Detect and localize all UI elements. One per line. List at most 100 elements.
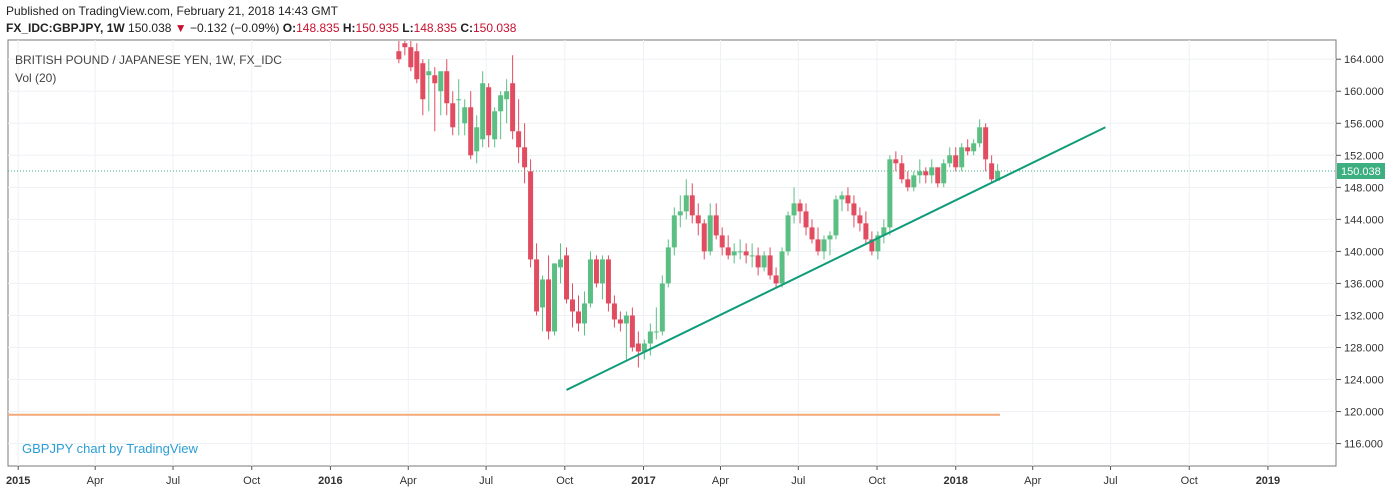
plot-area — [7, 39, 1337, 467]
candle-body — [504, 91, 510, 100]
candle-body — [414, 51, 420, 80]
chart-header: Published on TradingView.com, February 2… — [6, 3, 516, 37]
open-label: O: — [282, 21, 297, 35]
candles — [396, 41, 1001, 368]
candle-body — [893, 159, 899, 164]
candle-body — [851, 203, 857, 216]
x-axis: 2015 Apr Jul Oct 2016 Apr Jul Oct 2017 Apr Jul Oct 2… — [6, 466, 1280, 487]
candle-body — [599, 259, 605, 284]
candle-body — [833, 199, 839, 236]
price-change: −0.132 (−0.09%) — [190, 21, 280, 35]
candle-body — [534, 259, 540, 312]
x-tick-label: Apr — [1024, 475, 1041, 487]
candle-body — [492, 111, 498, 140]
candle-body — [581, 303, 587, 324]
candle-body — [683, 195, 689, 212]
open-value: 148.835 — [296, 21, 340, 35]
candle-body — [749, 255, 755, 257]
candle-body — [432, 75, 438, 84]
watermark-link[interactable]: GBPJPY chart by TradingView — [22, 441, 198, 456]
y-tick-label: 116.000 — [1344, 439, 1383, 451]
y-tick-label: 128.000 — [1344, 342, 1384, 354]
x-tick-label: Jul — [1104, 475, 1118, 487]
candle-body — [480, 83, 486, 140]
indicator-label[interactable]: Vol (20) — [15, 71, 57, 85]
x-tick-label: Jul — [791, 475, 805, 487]
candle-body — [575, 311, 581, 324]
candle-body — [863, 223, 869, 240]
x-tick-label: 2019 — [1256, 475, 1280, 487]
candle-body — [737, 251, 743, 253]
candle-body — [605, 259, 611, 304]
candle-body — [779, 251, 785, 284]
candle-body — [977, 127, 983, 144]
candle-body — [516, 131, 522, 148]
candle-body — [911, 175, 917, 188]
candle-body — [635, 343, 641, 352]
candle-body — [761, 255, 767, 268]
candle-body — [713, 215, 719, 236]
candle-body — [647, 331, 653, 344]
candle-body — [719, 235, 725, 248]
candle-body — [983, 127, 989, 160]
candle-body — [995, 171, 1001, 181]
price-badge — [1337, 163, 1385, 180]
candle-body — [444, 71, 450, 104]
candle-body — [677, 211, 683, 216]
candle-body — [959, 147, 965, 168]
candle-body — [899, 163, 905, 180]
y-axis: 116.000 120.000 124.000 128.000 132.000 136.0… — [1336, 54, 1385, 451]
candle-body — [953, 155, 959, 168]
candle-body — [845, 195, 851, 204]
candle-body — [785, 215, 791, 252]
candle-body — [707, 215, 713, 252]
candle-body — [564, 255, 570, 300]
x-tick-label: Oct — [243, 475, 260, 487]
y-tick-label: 148.000 — [1344, 182, 1384, 194]
series-title: BRITISH POUND / JAPANESE YEN, 1W, FX_IDC — [15, 53, 282, 67]
candle-body — [797, 203, 803, 212]
candle-body — [839, 195, 845, 200]
x-tick-label: Oct — [1181, 475, 1198, 487]
x-tick-label: 2018 — [943, 475, 967, 487]
symbol-label: FX_IDC:GBPJPY, 1W — [6, 21, 125, 35]
candle-body — [695, 215, 701, 224]
y-tick-label: 132.000 — [1344, 310, 1384, 322]
candle-body — [827, 235, 833, 240]
candle-body — [989, 163, 995, 180]
candle-body — [629, 315, 635, 348]
y-tick-label: 120.000 — [1344, 407, 1384, 419]
candle-body — [552, 263, 558, 332]
candle-body — [468, 107, 474, 156]
candle-body — [498, 95, 504, 112]
candle-body — [971, 143, 977, 152]
x-tick-label: Oct — [556, 475, 573, 487]
candle-body — [587, 259, 593, 304]
candle-body — [558, 259, 564, 268]
x-tick-label: 2015 — [6, 475, 30, 487]
candle-body — [923, 171, 929, 176]
candle-body — [857, 215, 863, 224]
y-tick-label: 124.000 — [1344, 375, 1384, 387]
low-label: L: — [402, 21, 414, 35]
candle-body — [935, 167, 941, 184]
candle-body — [540, 279, 546, 308]
candle-body — [875, 235, 881, 252]
candle-body — [611, 303, 617, 320]
x-tick-label: Jul — [166, 475, 180, 487]
candle-body — [438, 71, 444, 92]
y-tick-label: 136.000 — [1344, 278, 1384, 290]
grid-lines — [8, 40, 1336, 466]
candle-body — [881, 227, 887, 236]
y-tick-label: 164.000 — [1344, 54, 1384, 66]
y-tick-label: 140.000 — [1344, 246, 1384, 258]
ohlc-line: FX_IDC:GBPJPY, 1W 150.038 ▼ −0.132 (−0.0… — [6, 20, 516, 37]
candle-body — [593, 259, 599, 284]
candle-body — [522, 147, 528, 168]
candle-body — [809, 227, 815, 240]
candle-body — [510, 83, 516, 132]
candle-body — [869, 239, 875, 252]
down-arrow-icon: ▼ — [174, 21, 187, 35]
candle-body — [456, 99, 462, 101]
